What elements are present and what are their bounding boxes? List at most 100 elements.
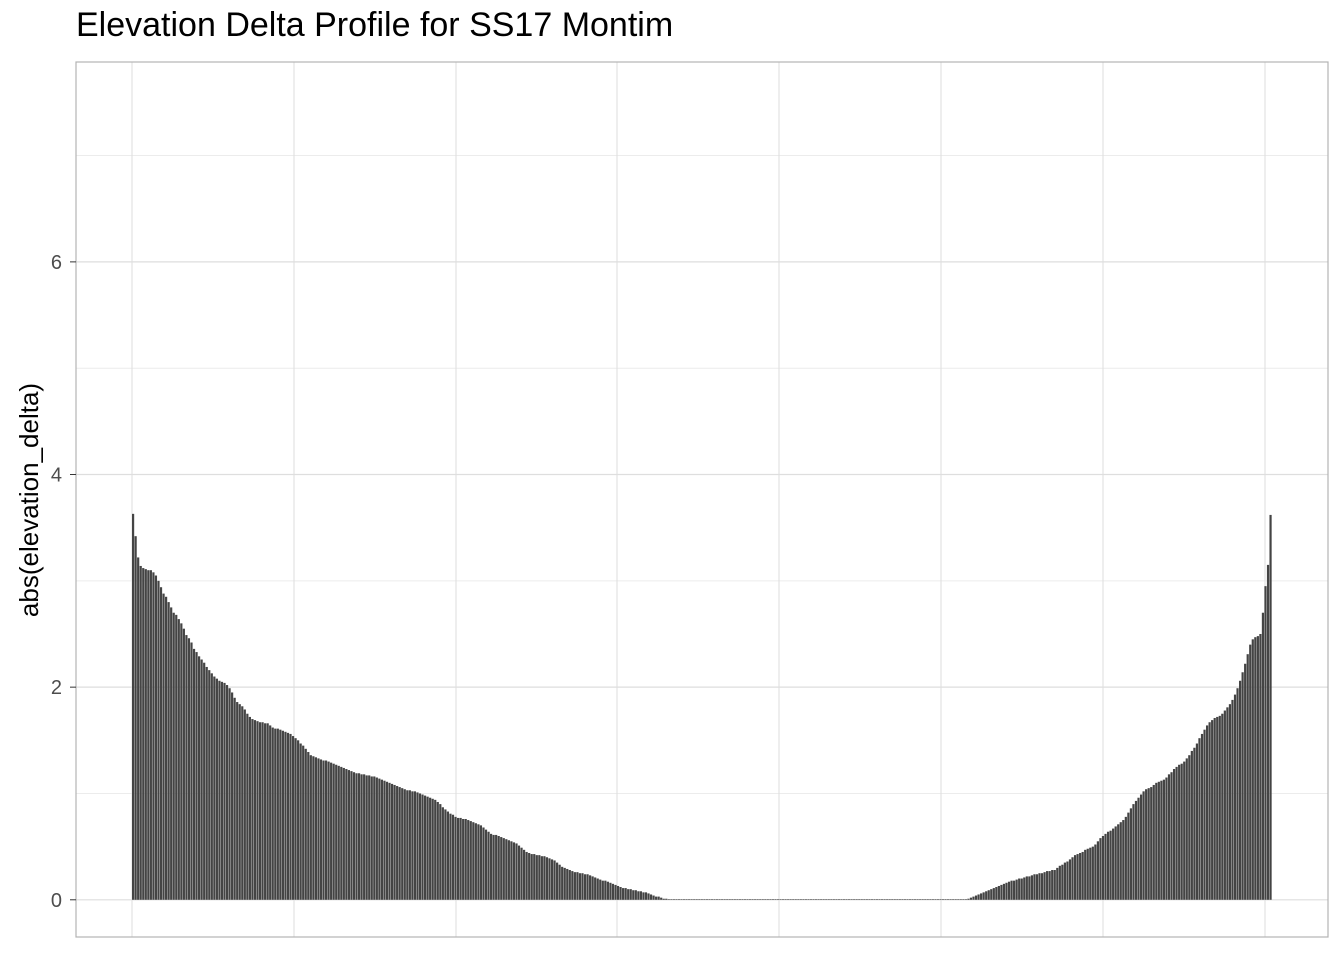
bar <box>533 854 536 900</box>
bar <box>1254 637 1257 900</box>
bar <box>335 764 338 900</box>
bar <box>558 864 561 900</box>
bar <box>688 899 691 900</box>
bar <box>159 587 163 900</box>
bar <box>1104 833 1107 900</box>
bar <box>713 899 716 900</box>
bar <box>957 899 960 900</box>
bar <box>220 681 224 900</box>
bar <box>1162 779 1166 900</box>
bar <box>1223 710 1226 900</box>
bar <box>1084 849 1087 900</box>
bar <box>964 899 967 900</box>
bar <box>1185 758 1188 900</box>
bar <box>792 899 795 900</box>
bar <box>276 728 279 900</box>
bar <box>1190 750 1193 900</box>
bar <box>413 791 417 900</box>
bar <box>1157 781 1160 900</box>
bar <box>393 784 396 900</box>
bar <box>568 870 571 900</box>
bar <box>368 775 371 900</box>
bar <box>886 899 889 900</box>
bar <box>652 895 655 900</box>
bar <box>878 899 881 900</box>
bar <box>746 899 749 900</box>
bar <box>264 723 267 900</box>
bar <box>779 899 782 900</box>
bar <box>789 899 792 900</box>
bar <box>987 890 990 900</box>
bar <box>340 766 343 900</box>
bar <box>434 799 437 900</box>
bar <box>637 891 640 900</box>
bar <box>875 899 879 900</box>
bar <box>672 899 675 900</box>
bar <box>639 891 642 900</box>
bar <box>1091 846 1094 900</box>
bar <box>299 743 302 900</box>
bar <box>162 593 165 900</box>
bar <box>482 827 485 900</box>
bar <box>573 872 576 900</box>
bar <box>1137 797 1140 900</box>
bar <box>715 899 719 900</box>
bar <box>144 569 147 900</box>
bar <box>1058 865 1061 900</box>
bar <box>571 871 574 900</box>
bar <box>627 889 630 900</box>
bar <box>614 884 617 900</box>
bar <box>218 680 221 900</box>
bar <box>660 897 663 900</box>
bar <box>888 899 891 900</box>
bar <box>756 899 759 900</box>
bar <box>1129 808 1133 900</box>
bar <box>581 873 584 900</box>
y-tick-label: 0 <box>51 890 62 912</box>
bar <box>258 722 262 900</box>
bar <box>1119 822 1122 900</box>
bar <box>827 899 830 900</box>
bar <box>1079 853 1082 900</box>
bar <box>1198 738 1201 900</box>
bar <box>548 858 551 900</box>
bar <box>332 763 335 900</box>
y-axis-tick-labels: 0 2 4 6 <box>51 252 62 912</box>
bar <box>208 670 211 900</box>
bar <box>670 899 673 900</box>
bar <box>609 882 612 900</box>
bar <box>1068 859 1072 900</box>
bar <box>748 899 752 900</box>
bar <box>175 614 178 900</box>
bar <box>1261 612 1265 900</box>
bar <box>170 607 173 900</box>
bar <box>454 816 457 900</box>
bar <box>228 688 231 900</box>
bar <box>1183 761 1186 900</box>
bar <box>319 759 323 900</box>
bar <box>281 730 284 900</box>
bar <box>401 788 404 900</box>
bar <box>566 868 569 900</box>
bar <box>1094 844 1097 900</box>
bar <box>423 795 427 900</box>
bar <box>787 899 790 900</box>
bar <box>238 704 241 900</box>
bar <box>731 899 734 900</box>
bar <box>1236 688 1239 900</box>
bar <box>784 899 787 900</box>
bar <box>1193 747 1196 900</box>
bar <box>842 899 846 900</box>
bar <box>484 829 488 900</box>
bar <box>1066 861 1069 900</box>
bar <box>1101 836 1105 900</box>
bar <box>977 894 980 900</box>
bar <box>761 899 764 900</box>
bar <box>365 775 368 900</box>
bar <box>1226 707 1229 900</box>
bar <box>1114 826 1117 900</box>
bar <box>616 885 620 900</box>
bar <box>347 770 350 900</box>
y-tick-label: 4 <box>51 465 62 487</box>
bar <box>416 792 419 900</box>
